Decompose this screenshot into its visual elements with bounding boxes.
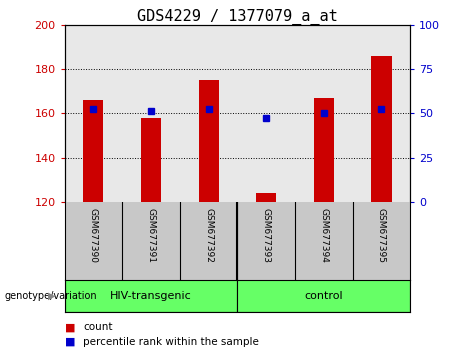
Bar (65, 280, 237, 312)
Text: percentile rank within the sample: percentile rank within the sample (83, 337, 259, 347)
Bar (314, 98, 334, 202)
Text: count: count (83, 322, 112, 332)
Bar (83, 100, 103, 202)
Text: GSM677390: GSM677390 (89, 208, 98, 263)
Text: GSM677393: GSM677393 (262, 208, 271, 263)
Text: GSM677392: GSM677392 (204, 208, 213, 263)
Text: ■: ■ (65, 322, 75, 332)
Text: GSM677395: GSM677395 (377, 208, 386, 263)
Bar (256, 193, 276, 202)
Bar (141, 118, 161, 202)
Text: GSM677394: GSM677394 (319, 208, 328, 263)
Bar (372, 56, 391, 202)
Bar (237, 280, 410, 312)
Text: genotype/variation: genotype/variation (5, 291, 97, 301)
Text: control: control (305, 291, 343, 301)
Bar (199, 80, 219, 202)
Text: ▶: ▶ (48, 291, 56, 301)
Title: GDS4229 / 1377079_a_at: GDS4229 / 1377079_a_at (137, 8, 338, 25)
Text: ■: ■ (65, 337, 75, 347)
Text: GSM677391: GSM677391 (147, 208, 155, 263)
Text: HIV-transgenic: HIV-transgenic (110, 291, 192, 301)
